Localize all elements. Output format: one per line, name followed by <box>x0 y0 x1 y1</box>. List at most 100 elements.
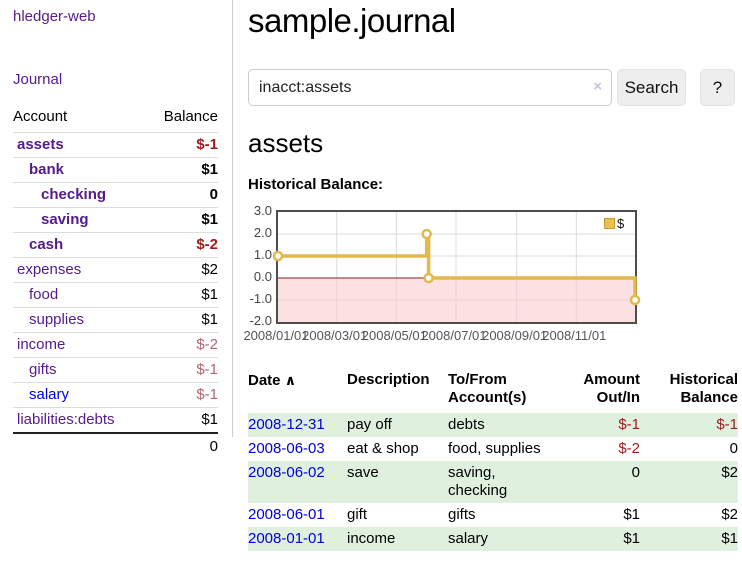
clear-search-icon[interactable]: × <box>593 78 602 95</box>
chart-plot-area[interactable] <box>272 210 641 324</box>
account-row: checking 0 <box>13 182 218 207</box>
transaction-balance-cell: $2 <box>721 506 738 523</box>
account-balance: $1 <box>201 411 218 428</box>
transaction-balance-cell: $2 <box>721 464 738 481</box>
x-axis-tick-label: 2008/03/01 <box>302 328 368 343</box>
transaction-date-link[interactable]: 2008-12-31 <box>248 416 325 433</box>
x-axis-tick-label: 2008/11/01 <box>542 328 607 343</box>
account-balance: $-2 <box>196 236 218 253</box>
sidebar: hledger-web Journal Account Balance asse… <box>0 0 233 455</box>
transaction-date-cell: 2008-06-03 <box>248 437 347 461</box>
data-point-marker[interactable] <box>421 228 432 240</box>
search-button[interactable]: Search <box>617 69 686 106</box>
x-axis-tick-label: 2008/01/01 <box>243 328 309 343</box>
tofrom-column-header: To/From Account(s) <box>448 371 527 406</box>
transaction-date-cell: 2008-12-31 <box>248 413 347 437</box>
account-row: salary $-1 <box>13 382 218 407</box>
account-link[interactable]: food <box>29 286 59 303</box>
account-row: assets $-1 <box>13 132 218 157</box>
account-link[interactable]: salary <box>29 386 70 403</box>
account-link[interactable]: checking <box>41 186 107 203</box>
transaction-amount-cell: $1 <box>623 506 640 523</box>
chart-legend: $ <box>602 216 627 231</box>
account-row: food $1 <box>13 282 218 307</box>
account-row: cash $-2 <box>13 232 218 257</box>
data-point-marker[interactable] <box>629 294 641 306</box>
register-header-row: Date ∧ Description To/From Account(s) Am… <box>248 368 738 413</box>
app-brand-link[interactable]: hledger-web <box>13 8 96 25</box>
account-link[interactable]: supplies <box>29 311 85 328</box>
account-link[interactable]: income <box>17 336 66 353</box>
balance-column-header: Balance <box>163 108 218 125</box>
transaction-date-link[interactable]: 2008-06-02 <box>248 464 325 481</box>
accounts-total-row: 0 <box>13 432 218 459</box>
balance-column-header: Historical Balance <box>669 371 738 406</box>
account-balance: $1 <box>201 311 218 328</box>
account-link[interactable]: liabilities:debts <box>17 411 115 428</box>
data-point-marker[interactable] <box>423 272 434 284</box>
transaction-date-link[interactable]: 2008-06-03 <box>248 440 325 457</box>
y-axis-tick-label: -1.0 <box>249 291 272 306</box>
transaction-amount-cell: $-1 <box>618 416 640 433</box>
transaction-date-cell: 2008-01-01 <box>248 527 347 551</box>
account-link[interactable]: cash <box>29 236 64 253</box>
account-link[interactable]: gifts <box>29 361 57 378</box>
account-link[interactable]: assets <box>17 136 64 153</box>
transaction-accounts-cell: debts <box>448 416 485 433</box>
data-point-marker[interactable] <box>272 250 284 262</box>
account-balance: $1 <box>201 286 218 303</box>
transaction-row: 2008-12-31 pay off debts $-1 $-1 <box>248 413 738 437</box>
y-axis-tick-label: 2.0 <box>253 225 272 240</box>
transaction-amount-cell: 0 <box>631 464 640 481</box>
transaction-accounts-cell: gifts <box>448 506 476 523</box>
transaction-description-cell: save <box>347 464 379 481</box>
transaction-description-cell: pay off <box>347 416 392 433</box>
transaction-balance-cell: 0 <box>729 440 738 457</box>
y-axis-tick-label: 3.0 <box>253 203 272 218</box>
search-box: × <box>248 69 612 106</box>
transaction-date-link[interactable]: 2008-06-01 <box>248 506 325 523</box>
register-table: Date ∧ Description To/From Account(s) Am… <box>248 368 738 551</box>
description-column-header: Description <box>347 371 430 388</box>
transaction-description-cell: gift <box>347 506 368 523</box>
chart-heading: Historical Balance: <box>248 176 384 193</box>
x-axis-tick-label: 2008/09/01 <box>482 328 548 343</box>
transaction-amount-cell: $-2 <box>618 440 640 457</box>
account-link[interactable]: expenses <box>17 261 82 278</box>
account-row: expenses $2 <box>13 257 218 282</box>
sidebar-item-journal[interactable]: Journal <box>13 71 63 88</box>
sort-ascending-icon: ∧ <box>284 372 297 388</box>
account-balance: $1 <box>201 211 218 228</box>
account-link[interactable]: bank <box>29 161 65 178</box>
transaction-date-cell: 2008-06-02 <box>248 461 347 503</box>
account-balance: $1 <box>201 161 218 178</box>
transaction-row: 2008-01-01 income salary $1 $1 <box>248 527 738 551</box>
account-balance: $-1 <box>196 361 218 378</box>
transaction-row: 2008-06-01 gift gifts $1 $2 <box>248 503 738 527</box>
account-link[interactable]: saving <box>41 211 89 228</box>
transaction-date-link[interactable]: 2008-01-01 <box>248 530 325 547</box>
transaction-description-cell: income <box>347 530 396 547</box>
account-balance: 0 <box>209 186 218 203</box>
date-column-header: Date ∧ <box>248 368 347 413</box>
account-row: liabilities:debts $1 <box>13 407 218 432</box>
account-page-title: assets <box>248 128 324 158</box>
account-row: bank $1 <box>13 157 218 182</box>
accounts-table: Account Balance assets $-1 bank $1 checking 0… <box>13 107 218 459</box>
account-row: saving $1 <box>13 207 218 232</box>
account-row: gifts $-1 <box>13 357 218 382</box>
transaction-balance-cell: $1 <box>721 530 738 547</box>
transaction-accounts-cell: food, supplies <box>448 440 541 457</box>
account-balance: $-2 <box>196 336 218 353</box>
transaction-amount-cell: $1 <box>623 530 640 547</box>
accounts-total-value: 0 <box>209 438 218 455</box>
transaction-row: 2008-06-03 eat & shop food, supplies $-2 0 <box>248 437 738 461</box>
accounts-table-header: Account Balance <box>13 107 218 132</box>
search-input[interactable] <box>248 69 612 106</box>
historical-balance-chart: $ 3.0 2.0 1.0 0.0 -1.0 -2.0 2008/01/01 2008/03/… <box>243 203 736 343</box>
help-button[interactable]: ? <box>700 69 735 106</box>
legend-swatch <box>604 218 615 229</box>
transaction-accounts-cell: saving, checking <box>448 464 508 499</box>
transaction-date-cell: 2008-06-01 <box>248 503 347 527</box>
date-header-label: Date <box>248 372 281 389</box>
